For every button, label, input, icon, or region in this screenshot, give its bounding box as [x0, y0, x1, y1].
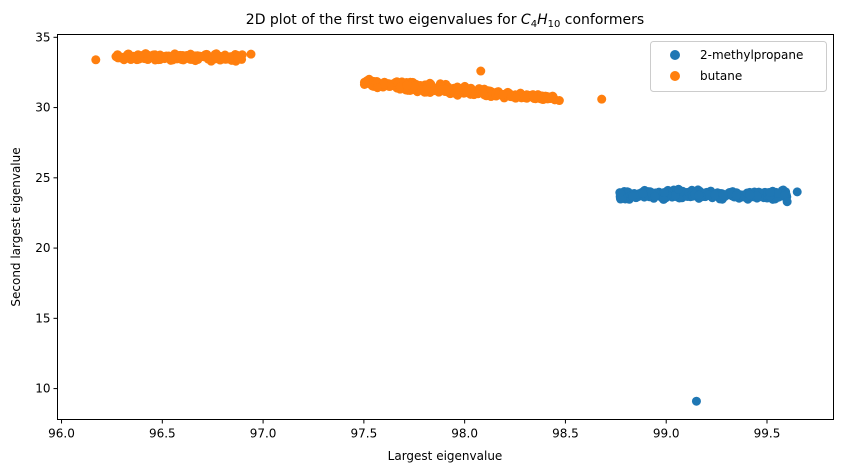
data-point: [597, 94, 607, 104]
data-point: [731, 190, 741, 200]
y-tick-label: 15: [35, 311, 50, 325]
data-point: [650, 191, 660, 201]
y-tick-label: 35: [35, 30, 50, 44]
data-point: [659, 188, 669, 198]
data-point: [476, 66, 486, 76]
x-axis: 96.0 96.5 97.0 97.5 98.0 98.5 99.0 99.5: [48, 419, 781, 441]
data-point: [765, 187, 775, 197]
data-point: [520, 92, 530, 102]
data-point: [119, 54, 129, 64]
data-point: [478, 88, 488, 98]
data-point: [539, 92, 549, 102]
data-point: [167, 52, 177, 62]
data-point: [246, 49, 256, 59]
data-point: [429, 86, 439, 96]
data-point: [211, 52, 221, 62]
y-axis: 10 15 20 25 30 35: [35, 30, 58, 396]
y-axis-label: Second largest eigenvalue: [9, 147, 23, 306]
legend-label-2-methylpropane: 2-methylpropane: [700, 48, 803, 62]
y-tick-label: 20: [35, 241, 50, 255]
data-point: [232, 53, 242, 63]
data-point: [462, 87, 472, 97]
data-point: [554, 96, 564, 106]
chart-title: 2D plot of the first two eigenvalues for…: [246, 12, 644, 30]
data-point: [752, 191, 762, 201]
data-point: [745, 190, 755, 200]
data-point: [511, 93, 521, 103]
plot-frame: [57, 34, 834, 420]
data-point: [703, 190, 713, 200]
data-point: [718, 190, 728, 200]
data-point: [372, 83, 382, 93]
legend-box: [650, 41, 827, 92]
data-point: [782, 197, 792, 207]
y-tick-label: 30: [35, 101, 50, 115]
data-point: [141, 49, 151, 59]
data-point: [691, 396, 701, 406]
data-point: [452, 83, 462, 93]
y-tick-label: 25: [35, 171, 50, 185]
y-tick-label: 10: [35, 382, 50, 396]
x-tick-label: 99.0: [653, 427, 680, 441]
legend-marker-icon: [670, 50, 680, 60]
data-point: [91, 55, 101, 65]
data-point: [220, 54, 230, 64]
data-point: [528, 90, 538, 100]
data-point: [409, 81, 419, 91]
legend-label-butane: butane: [700, 69, 742, 83]
x-tick-label: 98.5: [552, 427, 579, 441]
data-point: [638, 189, 648, 199]
data-point: [792, 187, 802, 197]
data-points: [91, 49, 802, 406]
data-point: [615, 188, 625, 198]
data-point: [710, 190, 720, 200]
x-tick-label: 96.0: [48, 427, 75, 441]
data-point: [453, 90, 463, 100]
data-point: [425, 78, 435, 88]
data-point: [360, 79, 370, 89]
data-point: [628, 191, 638, 201]
x-tick-label: 96.5: [149, 427, 176, 441]
data-point: [112, 52, 122, 62]
legend: 2-methylpropane butane: [650, 41, 827, 92]
data-point: [153, 51, 163, 61]
x-tick-label: 98.0: [451, 427, 478, 441]
x-tick-label: 99.5: [754, 427, 781, 441]
data-point: [402, 81, 412, 91]
data-point: [674, 184, 684, 194]
x-tick-label: 97.5: [351, 427, 378, 441]
data-point: [694, 190, 704, 200]
x-tick-label: 97.0: [250, 427, 277, 441]
data-point: [181, 53, 191, 63]
data-point: [436, 85, 446, 95]
x-axis-label: Largest eigenvalue: [388, 449, 503, 463]
data-point: [498, 89, 508, 99]
data-point: [189, 52, 199, 62]
legend-marker-icon: [670, 71, 680, 81]
